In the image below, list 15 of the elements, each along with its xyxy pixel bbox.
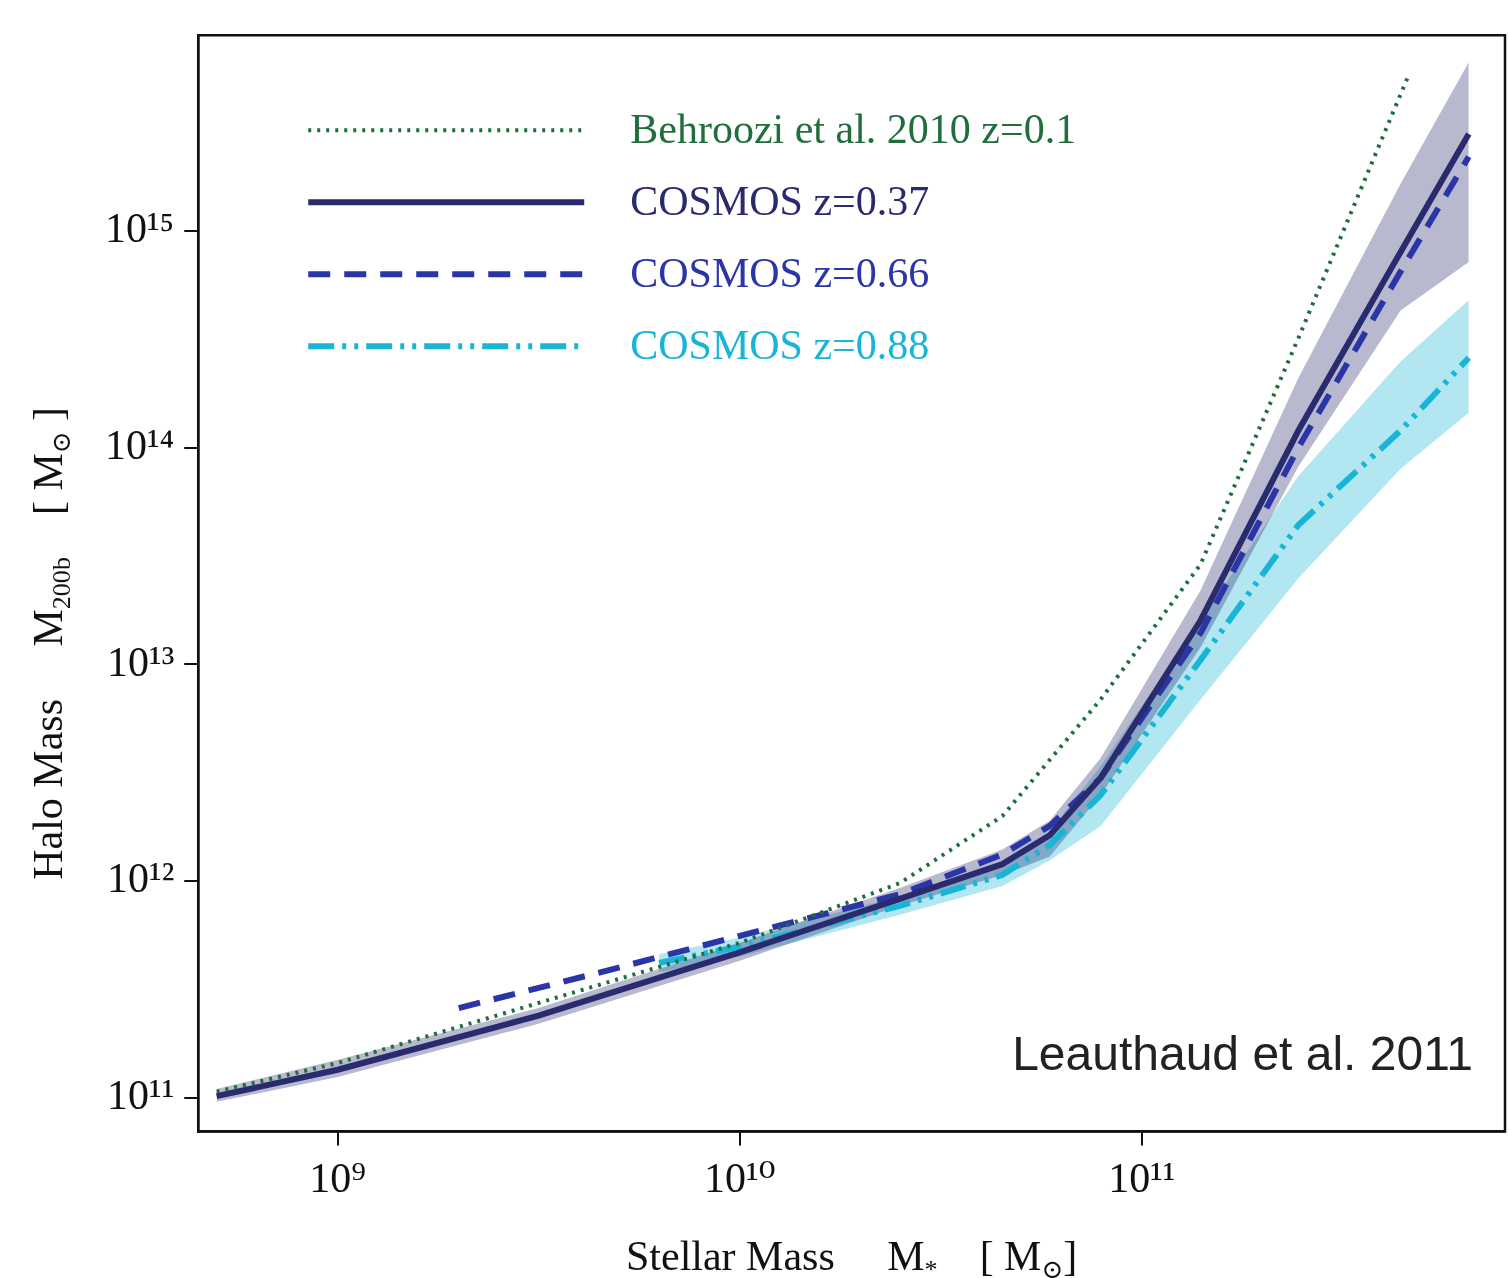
y-tick-label: 10¹¹ (107, 1072, 175, 1119)
y-tick-label: 10¹³ (107, 638, 175, 685)
text: COSMOS z=0.37 (630, 178, 930, 225)
text: Stellar Mass M* [ M⊙] (625, 1233, 1078, 1278)
text: Halo Mass M200b [ M⊙ ] (25, 406, 77, 880)
y-tick-label: 10¹⁵ (105, 204, 175, 251)
y-tick-label: 10¹² (107, 855, 175, 902)
annotation: Leauthaud et al. 2011 (1012, 1026, 1473, 1080)
x-tick-label: 10¹⁰ (704, 1154, 776, 1201)
y-tick-label: 10¹⁴ (105, 421, 175, 468)
x-tick-label: 10⁹ (309, 1154, 366, 1201)
text: COSMOS z=0.88 (630, 322, 930, 369)
text: Behroozi et al. 2010 z=0.1 (630, 106, 1077, 153)
x-tick-label: 10¹¹ (1108, 1154, 1176, 1201)
text: COSMOS z=0.66 (630, 250, 930, 297)
